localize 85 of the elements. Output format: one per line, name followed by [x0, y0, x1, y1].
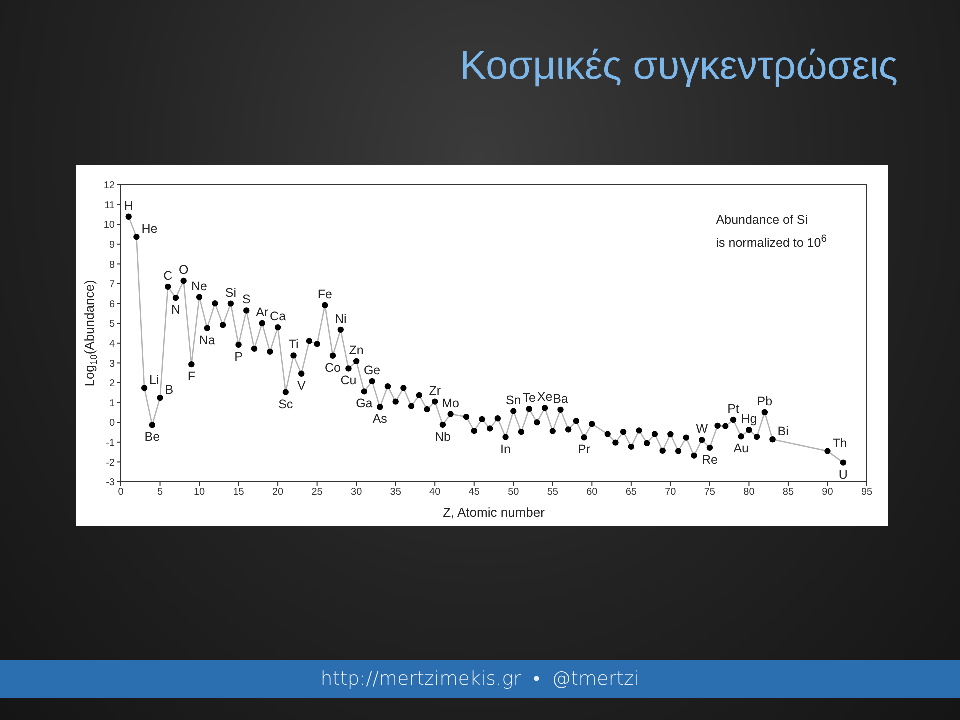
- annotation: W: [696, 422, 708, 436]
- y-tick-label: 5: [109, 319, 116, 330]
- y-tick-label: 11: [104, 200, 116, 212]
- x-tick-label: 95: [861, 487, 873, 498]
- annotation: Pt: [728, 402, 740, 416]
- annotation: Cu: [340, 374, 357, 388]
- y-tick-label: 2: [109, 378, 116, 390]
- x-tick-label: 75: [704, 487, 716, 498]
- y-tick-label: 6: [109, 299, 116, 310]
- annotation: H: [124, 198, 134, 213]
- y-tick-label: 10: [104, 220, 116, 232]
- y-tick-label: -2: [106, 458, 116, 469]
- x-tick-label: 30: [351, 487, 363, 498]
- x-tick-label: 70: [665, 487, 677, 498]
- x-tick-label: 20: [272, 487, 284, 498]
- x-axis-title: Z, Atomic number: [443, 505, 546, 520]
- annotation: Mo: [442, 396, 460, 410]
- annotation: N: [171, 303, 180, 318]
- annotation: O: [178, 263, 189, 278]
- annotation: Ba: [553, 392, 568, 406]
- annotation: Zr: [429, 384, 442, 398]
- y-tick-label: 9: [109, 240, 116, 251]
- x-tick-label: 90: [822, 487, 834, 498]
- annotation: Ti: [288, 338, 299, 352]
- annotation: Si: [225, 286, 236, 300]
- annotation: Au: [734, 442, 750, 456]
- y-tick-label: 1: [109, 398, 116, 410]
- y-tick-label: 12: [104, 180, 116, 192]
- annotation: He: [142, 222, 158, 236]
- x-tick-label: 40: [430, 487, 442, 498]
- y-tick-label: 8: [109, 260, 116, 271]
- annotation: Abundance of Si is normalized to 10$^{6}$: [716, 212, 827, 252]
- x-tick-label: 45: [468, 487, 480, 498]
- y-tick-label: 7: [109, 280, 116, 291]
- annotation: Xe: [537, 390, 553, 404]
- annotation: C: [164, 268, 173, 283]
- annotation: Re: [702, 452, 718, 467]
- annotation: Nb: [434, 430, 451, 444]
- annotation: Co: [325, 360, 342, 375]
- annotation: Ge: [364, 363, 381, 378]
- x-tick-label: 15: [233, 487, 245, 498]
- annotation: Te: [522, 391, 536, 406]
- annotation: Hg: [741, 412, 758, 426]
- y-tick-label: 3: [109, 358, 116, 370]
- x-tick-label: 10: [194, 487, 206, 498]
- annotation: Ne: [192, 279, 208, 294]
- annotation: As: [372, 412, 388, 426]
- annotation: F: [188, 370, 196, 384]
- annotation: S: [242, 292, 251, 307]
- annotation: P: [234, 350, 243, 364]
- x-tick-label: 60: [586, 487, 598, 498]
- y-tick-label: 0: [109, 418, 116, 430]
- annotation: Fe: [318, 287, 333, 302]
- x-tick-label: 0: [118, 487, 124, 498]
- x-tick-label: 5: [157, 487, 164, 498]
- x-tick-label: 65: [626, 487, 638, 498]
- annotation: U: [838, 468, 848, 482]
- annotation: Th: [832, 436, 848, 450]
- y-tick-label: -3: [106, 478, 116, 489]
- footer-banner: http://mertzimekis.gr • @tmertzi: [0, 660, 960, 698]
- annotation: In: [500, 442, 512, 456]
- annotation: Bi: [778, 424, 789, 439]
- annotation: Pr: [578, 442, 591, 457]
- y-tick-label: -1: [106, 438, 116, 449]
- x-tick-label: 55: [547, 487, 559, 498]
- annotation: Zn: [349, 343, 364, 358]
- y-tick-label: 4: [109, 338, 116, 350]
- annotation: Pb: [757, 394, 773, 408]
- chart-title: Κοσμικές συγκεντρώσεις: [460, 43, 898, 90]
- x-tick-label: 80: [744, 487, 756, 498]
- x-tick-label: 85: [782, 487, 794, 498]
- annotation: Ga: [356, 396, 373, 411]
- x-tick-label: 50: [508, 487, 520, 498]
- annotation: Li: [150, 373, 160, 388]
- annotation: Ar: [256, 305, 269, 320]
- annotation: Be: [144, 430, 160, 444]
- annotation: Sc: [278, 397, 294, 412]
- annotation: B: [165, 383, 174, 398]
- x-tick-label: 35: [390, 487, 402, 498]
- annotation: Ni: [334, 312, 347, 326]
- x-tick-label: 25: [312, 487, 324, 498]
- annotation: Sn: [506, 393, 522, 408]
- annotation: V: [297, 378, 306, 393]
- annotation: Na: [199, 333, 216, 348]
- annotation: Ca: [270, 310, 286, 324]
